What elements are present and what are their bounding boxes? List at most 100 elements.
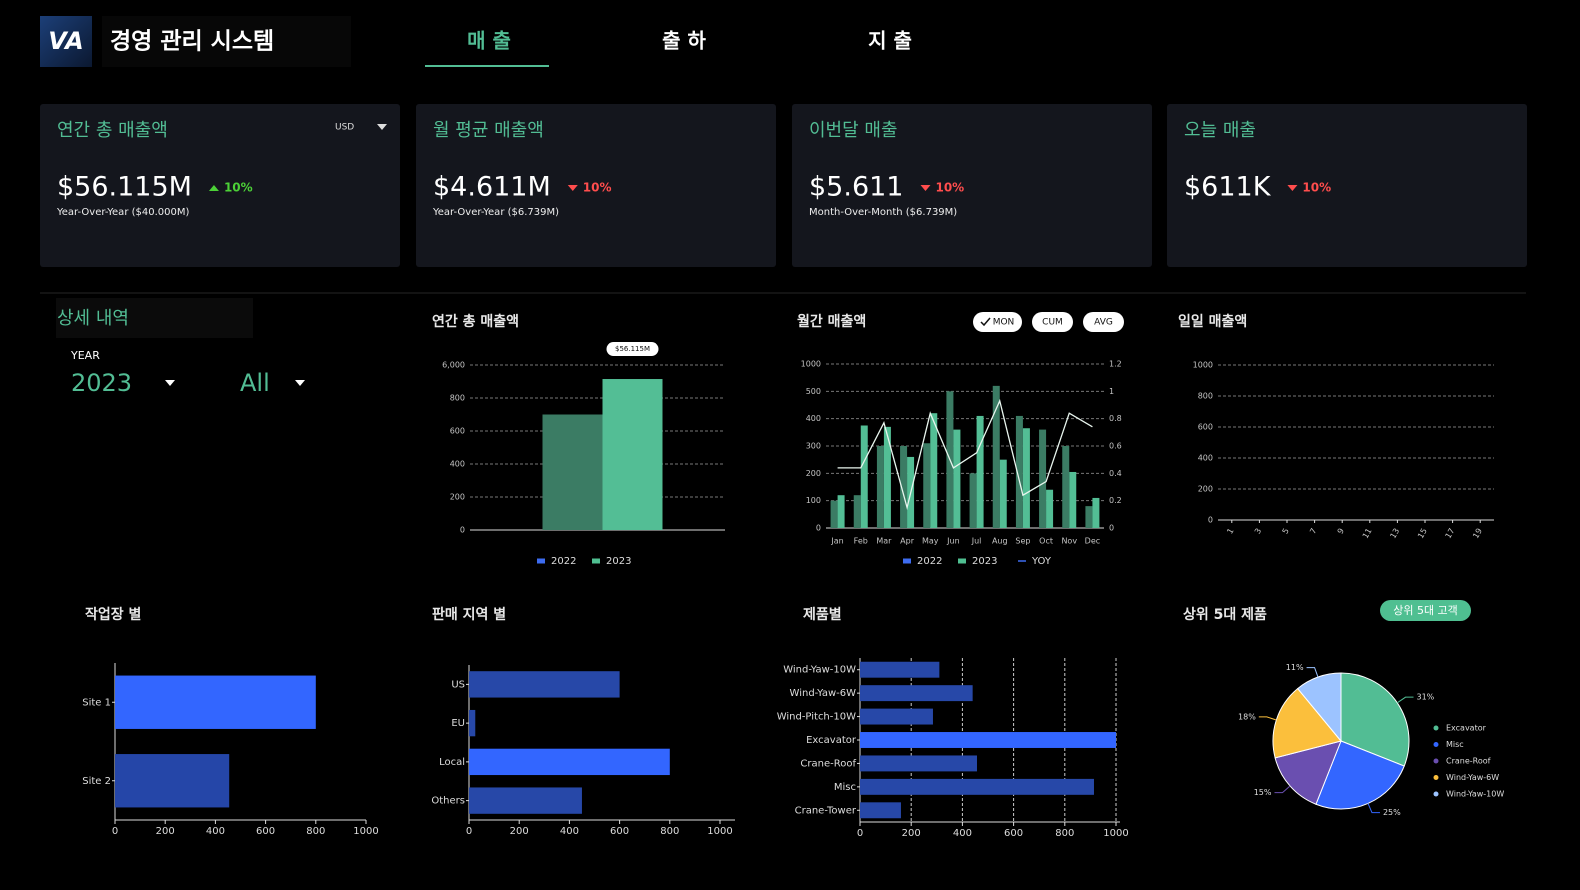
legend-swatch (537, 558, 545, 564)
legend-label: Excavator (1446, 724, 1487, 733)
bar (1039, 429, 1047, 528)
legend-dot (1433, 742, 1439, 747)
x-tick-label: Aug (992, 537, 1008, 546)
bar (1062, 446, 1070, 528)
y-tick-label: Crane-Roof (800, 758, 856, 769)
section-box (56, 298, 253, 338)
x-tick-label: 400 (206, 826, 225, 837)
caret[interactable] (165, 380, 175, 386)
y-tick-label: 0 (460, 526, 465, 535)
legend-label: 2023 (606, 556, 631, 567)
legend-label: 2023 (972, 556, 997, 567)
bar (1069, 471, 1077, 528)
x-tick-label: 800 (306, 826, 325, 837)
kpi-change: 10% (935, 181, 964, 195)
y-tick-label: 600 (450, 427, 465, 436)
x-tick-label: 11 (1361, 527, 1374, 540)
x-tick-label: 200 (902, 828, 921, 839)
toggle-label[interactable]: 상위 5대 고객 (1393, 604, 1458, 617)
x-tick-label: 5 (1281, 527, 1291, 536)
bar (969, 473, 977, 528)
logo: VA (48, 27, 84, 55)
y-tick-label: Site 1 (82, 697, 111, 708)
bar (853, 495, 861, 528)
toggle-label[interactable]: MON (993, 318, 1015, 328)
y-tick-label: 400 (806, 414, 821, 423)
y-tick-label: 300 (806, 442, 821, 451)
y-tick-label: 100 (806, 496, 821, 505)
x-tick-label: 400 (560, 826, 579, 837)
annotation: $56.115M (615, 345, 650, 353)
toggle-button[interactable] (1083, 312, 1124, 332)
kpi-value: $56.115M (57, 172, 192, 203)
y2-tick-label: 0 (1109, 524, 1114, 533)
x-tick-label: 1000 (353, 826, 378, 837)
y-tick-label: 0 (1208, 516, 1213, 525)
toggle-button[interactable] (973, 312, 1022, 332)
legend-label: 2022 (917, 556, 942, 567)
line (837, 398, 1093, 511)
tab[interactable]: 매 출 (467, 29, 511, 53)
year-select[interactable]: 2023 (71, 369, 132, 397)
pie-slice (1315, 740, 1405, 810)
bar (469, 709, 476, 737)
x-tick-label: Apr (900, 537, 915, 546)
bar (876, 446, 884, 528)
toggle-label[interactable]: AVG (1094, 318, 1113, 328)
y-tick-label: Wind-Yaw-6W (790, 688, 857, 699)
caret[interactable] (377, 124, 387, 130)
legend-swatch (958, 558, 966, 564)
caret[interactable] (295, 380, 305, 386)
kpi-change: 10% (224, 181, 253, 195)
check-icon[interactable] (980, 317, 991, 327)
y-tick-label: Others (431, 796, 465, 807)
legend-swatch (903, 558, 911, 564)
y-tick-label: Excavator (806, 735, 857, 746)
toggle-button[interactable] (1380, 600, 1471, 621)
x-tick-label: 200 (156, 826, 175, 837)
bar (900, 446, 908, 528)
y-tick-label: 0 (816, 524, 821, 533)
scope-select[interactable]: All (240, 369, 270, 397)
kpi-card (416, 104, 776, 267)
bar (469, 787, 582, 814)
section-title: 상세 내역 (57, 308, 129, 329)
slice-label: 31% (1417, 693, 1435, 702)
currency-select[interactable]: USD (335, 123, 354, 133)
tab[interactable]: 출 하 (662, 29, 706, 53)
y-tick-label: 800 (1198, 392, 1213, 401)
x-tick-label: 0 (466, 826, 472, 837)
pie-slice (1272, 687, 1342, 759)
legend-dot (1433, 725, 1439, 731)
x-tick-label: Oct (1039, 537, 1053, 546)
legend-label: 2022 (551, 556, 576, 567)
x-tick-label: Mar (876, 537, 892, 546)
y-tick-label: US (451, 679, 465, 690)
slice-label: 11% (1286, 663, 1304, 672)
kpi-change: 10% (583, 181, 612, 195)
y2-tick-label: 0.2 (1109, 496, 1122, 505)
kpi-value: $5.611 (809, 172, 903, 203)
chart-title: 일일 매출액 (1178, 313, 1247, 330)
y2-tick-label: 1 (1109, 387, 1114, 396)
x-tick-label: 800 (1055, 828, 1074, 839)
y-tick-label: 200 (1198, 485, 1213, 494)
kpi-title: 월 평균 매출액 (433, 120, 544, 141)
leader-line (1306, 667, 1319, 678)
y-tick-label: Wind-Pitch-10W (777, 712, 856, 723)
toggle-label[interactable]: CUM (1042, 318, 1063, 328)
bar (1046, 489, 1054, 528)
x-tick-label: Jun (946, 537, 960, 546)
tab[interactable]: 지 출 (868, 29, 912, 53)
y-tick-label: 200 (450, 493, 465, 502)
bar (999, 459, 1007, 528)
app-title: 경영 관리 시스템 (110, 29, 274, 55)
legend-dot (1433, 791, 1439, 797)
y-tick-label: 800 (450, 394, 465, 403)
pie-slice (1274, 740, 1342, 805)
y2-tick-label: 0.8 (1109, 414, 1122, 423)
toggle-button[interactable] (1032, 312, 1073, 332)
kpi-title: 오늘 매출 (1184, 120, 1256, 141)
